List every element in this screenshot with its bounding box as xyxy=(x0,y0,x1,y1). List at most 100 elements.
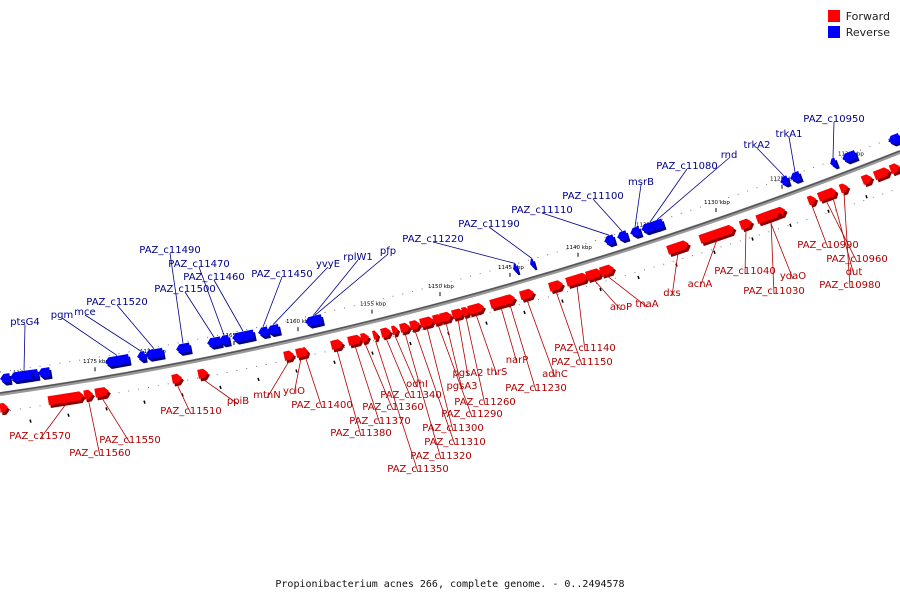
gene-leader-line xyxy=(811,205,829,249)
gene-label-paz-c11320: PAZ_c11320 xyxy=(410,451,471,462)
gene-paz-c11300[interactable] xyxy=(419,315,437,331)
gene-unlabeled-reverse[interactable] xyxy=(37,367,53,381)
gene-body xyxy=(565,272,588,287)
gene-trka2[interactable] xyxy=(779,175,792,190)
gene-mtnn[interactable] xyxy=(283,349,297,364)
gene-paz-c11350[interactable] xyxy=(371,329,381,343)
gene-body xyxy=(419,316,434,328)
gene-msrb[interactable] xyxy=(629,226,644,241)
gene-paz-c11400[interactable] xyxy=(302,346,311,359)
gene-yvye[interactable] xyxy=(266,324,282,339)
gene-body xyxy=(399,322,410,333)
gene-body xyxy=(467,303,484,315)
gene-paz-c11040[interactable] xyxy=(738,217,756,233)
gene-unlabeled-reverse[interactable] xyxy=(0,373,13,387)
gene-trka1[interactable] xyxy=(789,171,804,186)
gene-paz-c10950[interactable] xyxy=(829,157,840,171)
gene-paz-c11220[interactable] xyxy=(512,263,521,276)
gene-acna[interactable] xyxy=(698,223,738,247)
gene-leader-line xyxy=(176,384,192,415)
gene-label-paz-c11150: PAZ_c11150 xyxy=(551,357,612,368)
strand-marker xyxy=(485,321,488,325)
gene-mce[interactable] xyxy=(136,351,148,365)
gene-body xyxy=(390,325,398,335)
gene-label-narp: narP xyxy=(506,355,529,366)
gene-body xyxy=(806,195,816,206)
gene-thrs[interactable] xyxy=(467,302,487,318)
gene-leader-line xyxy=(375,340,419,473)
gene-label-paz-c11110: PAZ_c11110 xyxy=(511,205,572,216)
gene-leader-line xyxy=(23,324,26,371)
gene-label-paz-c10990: PAZ_c10990 xyxy=(797,240,858,251)
gene-paz-c11490[interactable] xyxy=(175,342,193,357)
gene-pfp[interactable] xyxy=(307,314,325,329)
gene-arop[interactable] xyxy=(585,267,605,284)
gene-paz-c11510[interactable] xyxy=(171,373,185,387)
genome-backbone-core xyxy=(0,150,900,394)
gene-dut[interactable] xyxy=(828,186,840,200)
gene-paz-c11310[interactable] xyxy=(409,319,423,333)
gene-body xyxy=(738,218,752,230)
gene-leader-line xyxy=(169,252,184,344)
gene-paz-c11470[interactable] xyxy=(218,334,232,348)
gene-body xyxy=(38,367,51,378)
gene-body xyxy=(585,268,602,281)
gene-paz-c11340[interactable] xyxy=(380,326,394,341)
gene-unlabeled-forward[interactable] xyxy=(888,161,900,177)
gene-body xyxy=(176,342,191,354)
gene-pgm[interactable] xyxy=(104,353,132,370)
gene-paz-c11150[interactable] xyxy=(548,279,566,295)
gene-unlabeled-reverse[interactable] xyxy=(11,369,35,385)
gene-adhc[interactable] xyxy=(519,287,537,303)
gene-unlabeled-reverse[interactable] xyxy=(887,132,900,148)
gene-body xyxy=(409,320,420,331)
strand-marker xyxy=(143,400,146,404)
gene-dxs[interactable] xyxy=(666,239,692,258)
gene-rnd[interactable] xyxy=(650,218,667,234)
gene-label-paz-c11470: PAZ_c11470 xyxy=(168,259,229,270)
gene-body xyxy=(666,240,689,255)
gene-unlabeled-forward[interactable] xyxy=(860,172,876,188)
gene-body xyxy=(137,351,146,361)
gene-ydao[interactable] xyxy=(759,207,783,226)
gene-label-paz-c11340: PAZ_c11340 xyxy=(380,390,441,401)
gene-paz-c11190[interactable] xyxy=(529,258,538,271)
scale-tick-label: 1150 kbp xyxy=(428,284,454,290)
gene-paz-c11370[interactable] xyxy=(347,333,365,349)
gene-paz-c11110[interactable] xyxy=(603,234,618,249)
gene-leader-line xyxy=(576,285,586,352)
gene-ppib[interactable] xyxy=(197,368,211,382)
gene-body xyxy=(503,294,515,305)
gene-leader-line xyxy=(788,136,796,173)
gene-label-paz-c11450: PAZ_c11450 xyxy=(251,269,312,280)
gene-pgsa3[interactable] xyxy=(439,310,455,325)
scale-tick-label: 1140 kbp xyxy=(566,245,592,251)
gene-paz-c11100[interactable] xyxy=(616,230,631,245)
gene-paz-c11460[interactable] xyxy=(231,329,257,346)
gene-paz-c11360[interactable] xyxy=(360,332,372,346)
gene-paz-c11550[interactable] xyxy=(94,386,111,401)
gene-paz-c11560[interactable] xyxy=(83,389,95,403)
gene-odhi[interactable] xyxy=(390,324,401,338)
gene-tnaa[interactable] xyxy=(598,263,617,279)
gene-paz-c11140[interactable] xyxy=(565,271,591,290)
gene-leader-line xyxy=(394,335,418,388)
gene-unlabeled-forward[interactable] xyxy=(872,165,894,183)
legend-reverse-label: Reverse xyxy=(845,25,890,39)
gene-body xyxy=(308,314,323,326)
strand-marker xyxy=(827,209,830,213)
gene-unlabeled-reverse[interactable] xyxy=(841,150,860,167)
gene-paz-c11380[interactable] xyxy=(330,338,346,353)
gene-paz-c11320[interactable] xyxy=(399,321,413,336)
strand-marker xyxy=(523,310,526,315)
gene-paz-c10990[interactable] xyxy=(806,194,820,209)
gene-paz-c11230[interactable] xyxy=(503,293,518,308)
gene-paz-c11570[interactable] xyxy=(47,390,87,409)
gene-unlabeled-forward[interactable] xyxy=(0,402,11,416)
gene-paz-c11520[interactable] xyxy=(144,347,166,362)
gene-paz-c10980[interactable] xyxy=(838,182,852,197)
gene-label-paz-c11560: PAZ_c11560 xyxy=(69,448,130,459)
gene-label-pgm: pgm xyxy=(51,310,73,321)
gene-label-mce: mce xyxy=(74,307,95,318)
